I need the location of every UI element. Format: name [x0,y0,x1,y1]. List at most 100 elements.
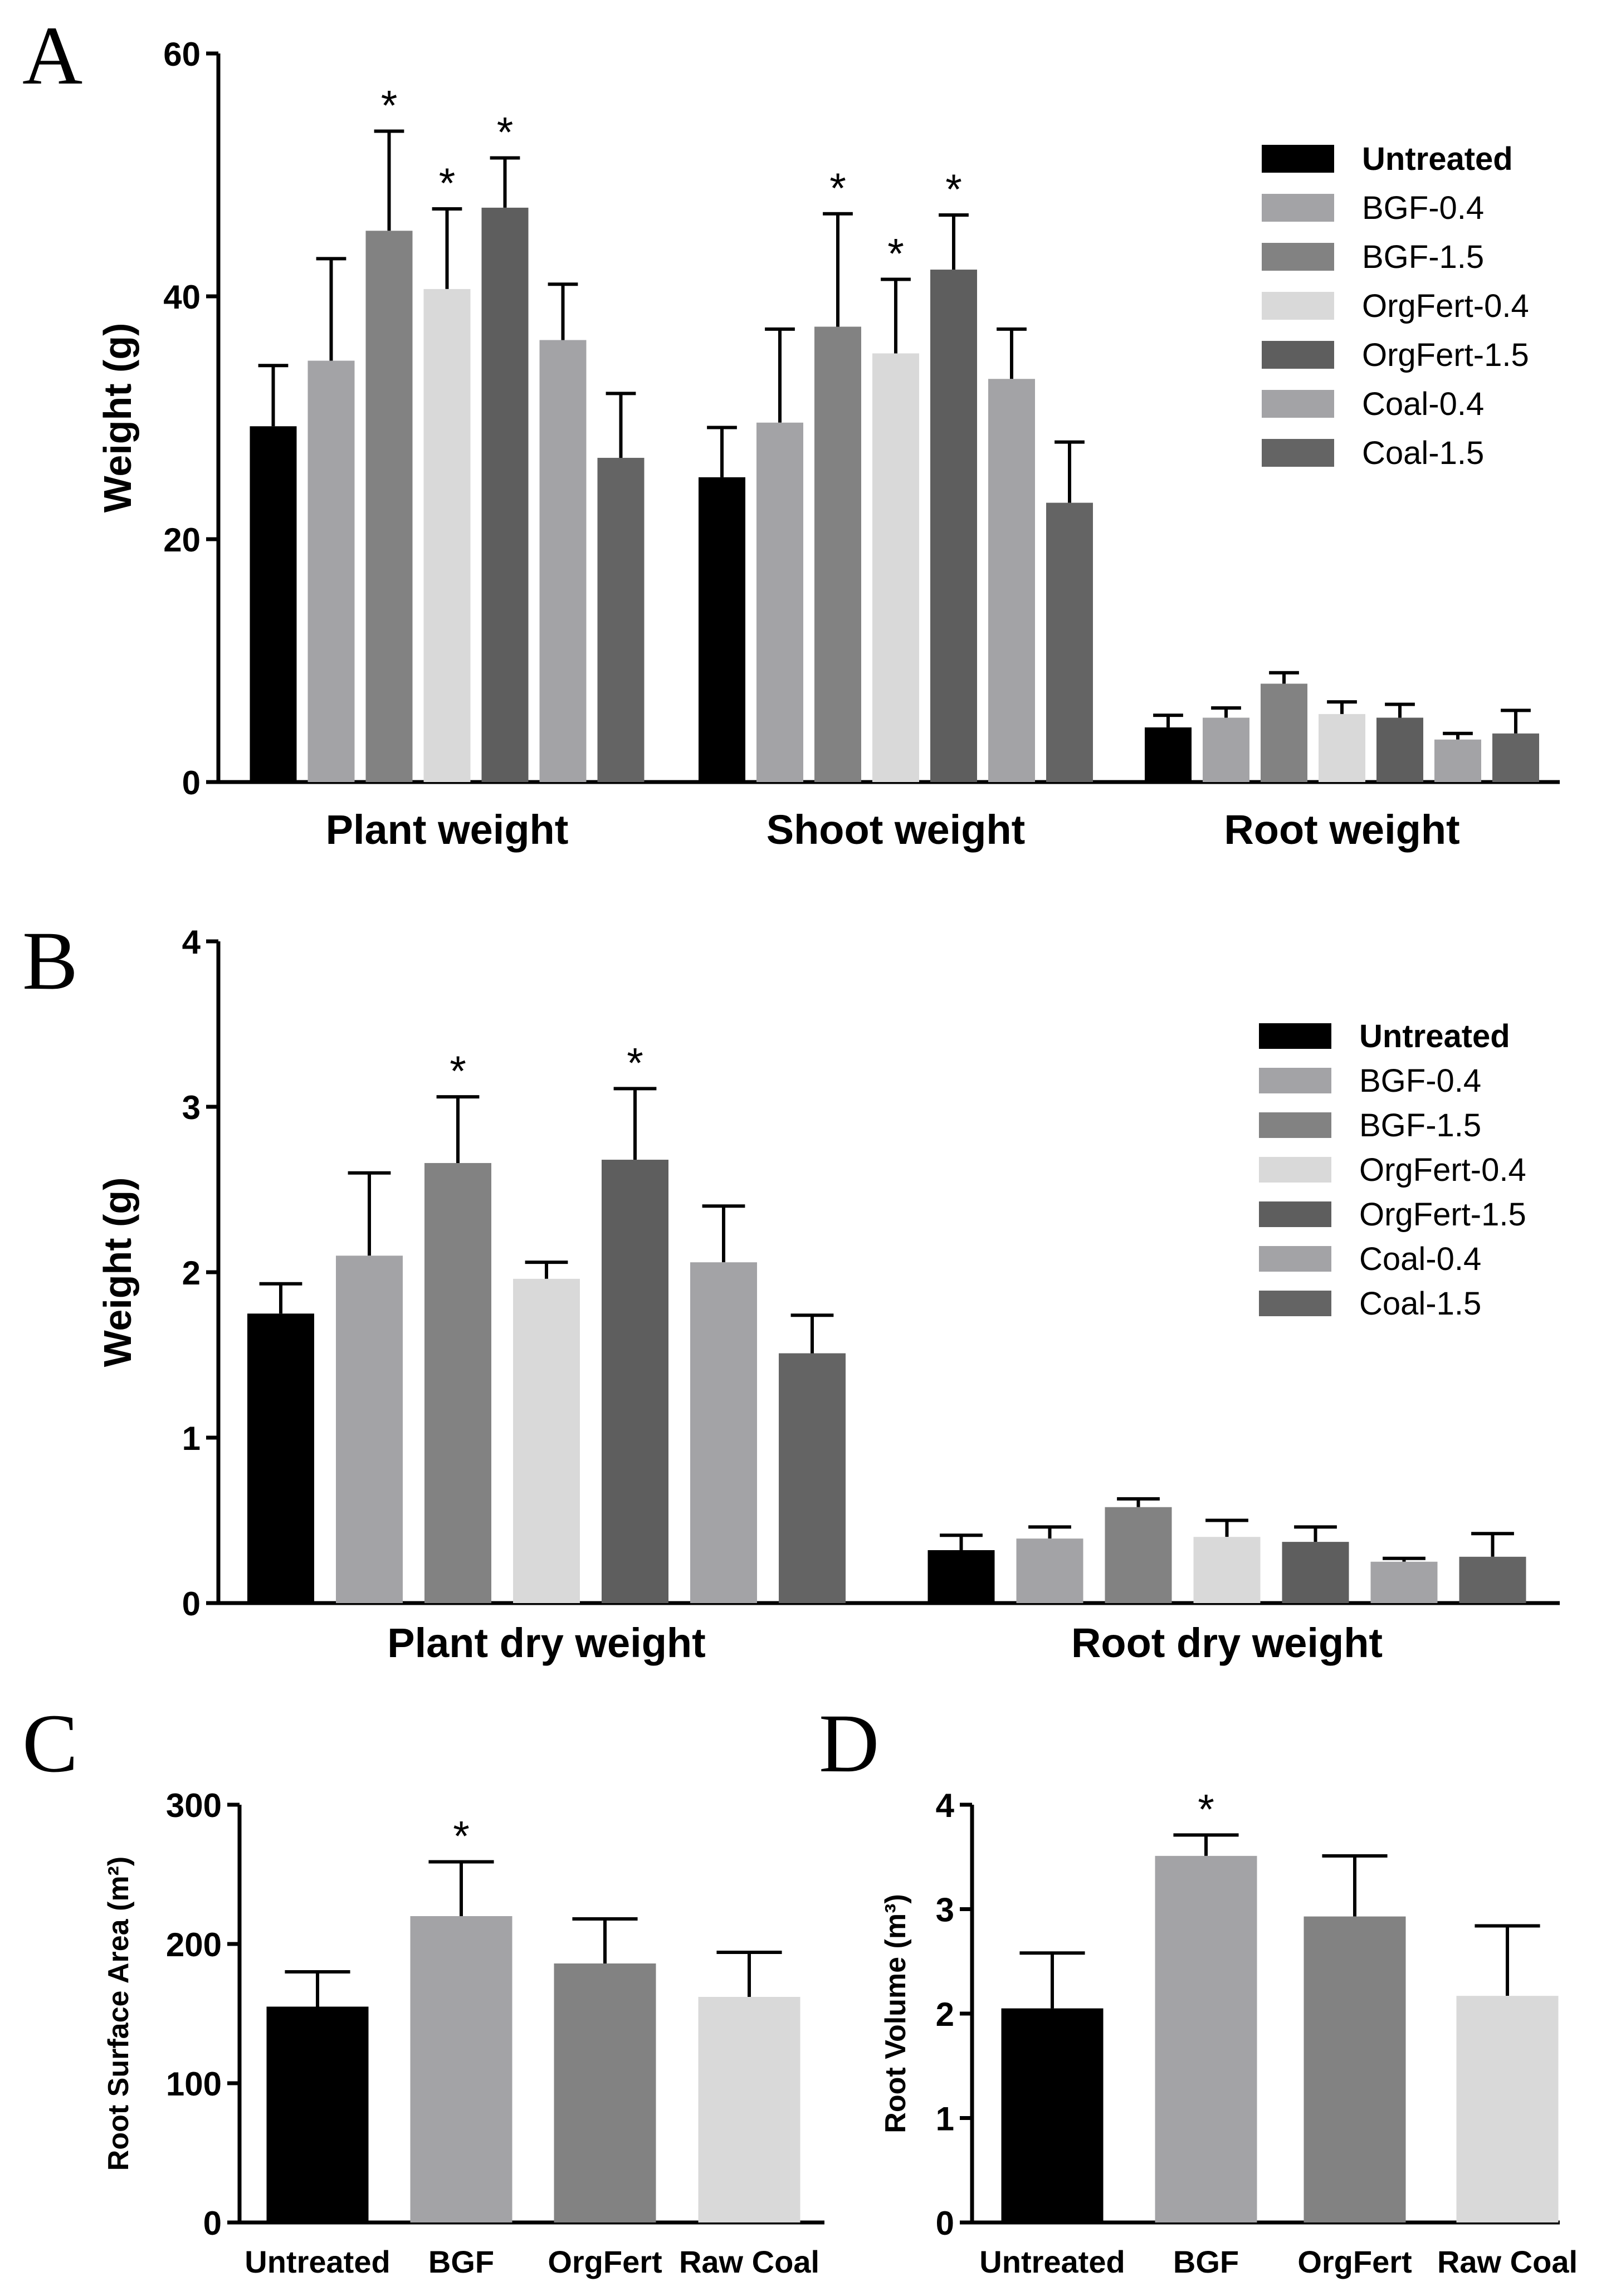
x-category-label: Plant dry weight [387,1620,706,1666]
y-tick-label: 20 [163,521,201,559]
x-category-label: Raw Coal [679,2244,819,2279]
x-category-label: Plant weight [326,807,569,853]
legend-swatch [1262,145,1334,173]
bar-Untreated [1001,2008,1104,2222]
bar-Coal-1.5 [1492,733,1539,782]
y-axis-label: Root Surface Area (m²) [102,1857,135,2171]
significance-star: * [1198,1786,1214,1833]
bar-BGF-0.4 [307,360,355,782]
y-tick-label: 0 [936,2205,954,2242]
bar-BGF-1.5 [1105,1507,1172,1603]
x-category-label: BGF [1173,2244,1239,2279]
y-tick-label: 200 [166,1926,222,1963]
legend-swatch [1259,1201,1331,1227]
bar-BGF [1155,1855,1257,2222]
legend-swatch [1259,1246,1331,1272]
significance-star: * [829,165,846,212]
bar-OrgFert-0.4 [1193,1537,1261,1603]
x-category-label: Raw Coal [1437,2244,1578,2279]
y-tick-label: 0 [182,1585,201,1623]
y-tick-label: 2 [936,1996,954,2033]
significance-star: * [945,166,962,213]
bar-Untreated [927,1550,995,1603]
bar-Coal-1.5 [1046,502,1093,782]
significance-star: * [453,1813,470,1860]
y-tick-label: 0 [203,2205,222,2242]
legend-swatch [1262,194,1334,222]
legend-swatch [1259,1023,1331,1049]
bar-Coal-1.5 [597,457,645,782]
legend-label: OrgFert-1.5 [1362,337,1529,373]
panel-letter: D [819,1697,879,1790]
bar-Untreated [247,1313,314,1603]
legend-swatch [1259,1157,1331,1183]
y-tick-label: 300 [166,1787,222,1824]
legend-swatch [1262,390,1334,418]
bar-Coal-0.4 [1434,739,1481,782]
bar-Coal-0.4 [988,379,1035,782]
bar-BGF-0.4 [336,1256,403,1603]
legend-label: Coal-1.5 [1362,435,1484,471]
bar-OrgFert-0.4 [872,353,919,782]
bar-BGF [410,1916,512,2222]
legend-swatch [1259,1112,1331,1138]
y-tick-label: 1 [182,1420,201,1457]
y-tick-label: 40 [163,279,201,316]
x-category-label: Root dry weight [1071,1620,1383,1666]
y-axis-label: Weight (g) [96,1178,139,1367]
y-tick-label: 100 [166,2065,222,2103]
bar-OrgFert-0.4 [423,289,471,782]
bar-Raw Coal [1456,1996,1559,2222]
bar-BGF-0.4 [1016,1538,1083,1603]
y-tick-label: 60 [163,36,201,73]
legend-swatch [1259,1068,1331,1093]
legend-label: Untreated [1362,141,1513,177]
bar-OrgFert [1304,1916,1406,2222]
bar-Coal-0.4 [1370,1561,1438,1603]
bar-OrgFert-0.4 [1319,714,1365,782]
legend-label: BGF-0.4 [1359,1063,1481,1099]
legend-swatch [1262,439,1334,467]
bar-OrgFert-0.4 [513,1278,580,1603]
x-category-label: Shoot weight [767,807,1026,853]
bar-Coal-0.4 [539,340,587,782]
y-tick-label: 3 [182,1089,201,1126]
bar-OrgFert-1.5 [1282,1542,1349,1603]
panel-B: B 0 1 2 3 4 Weight (g) * * Plant dry weight Root d… [22,915,1560,1666]
panel-A: A 0 20 40 60 Weight (g) * * * Plant weight * * * Shoo… [22,9,1560,853]
bar-OrgFert [554,1963,656,2222]
legend-label: OrgFert-0.4 [1359,1152,1526,1188]
bar-BGF-1.5 [365,231,413,782]
bar-OrgFert-1.5 [1376,717,1423,782]
x-category-label: BGF [428,2244,494,2279]
bar-OrgFert-1.5 [602,1160,668,1603]
y-tick-label: 1 [936,2100,954,2138]
bar-BGF-1.5 [1261,683,1307,782]
bar-Untreated [250,426,297,782]
bar-Raw Coal [698,1997,800,2222]
panel-letter: B [22,915,78,1007]
panel-C: C 0 100 200 300 Root Surface Area (m²) Untreat… [22,1697,824,2279]
y-tick-label: 3 [936,1892,954,1929]
y-tick-label: 2 [182,1254,201,1292]
bar-OrgFert-1.5 [481,207,529,782]
legend: Untreated BGF-0.4 BGF-1.5 OrgFert-0.4 OrgFer… [1262,141,1529,471]
bar-Coal-0.4 [690,1262,757,1603]
significance-star: * [887,230,904,277]
x-category-label: OrgFert [548,2244,662,2279]
panel-D: D 0 1 2 3 4 Root Volume (m³) Untreated * BGF OrgFe… [819,1697,1578,2279]
panel-letter: C [22,1697,78,1790]
legend-label: BGF-1.5 [1359,1107,1481,1144]
bar-BGF-1.5 [424,1162,491,1603]
bar-Coal-1.5 [779,1353,846,1603]
legend-swatch [1259,1291,1331,1316]
y-tick-label: 4 [936,1787,955,1824]
y-axis-label: Weight (g) [96,323,139,513]
significance-star: * [439,160,456,207]
bar-OrgFert-1.5 [930,270,977,782]
y-tick-label: 4 [182,924,201,961]
bar-Untreated [699,477,745,782]
legend-label: OrgFert-0.4 [1362,288,1529,324]
x-category-label: Untreated [245,2244,390,2279]
